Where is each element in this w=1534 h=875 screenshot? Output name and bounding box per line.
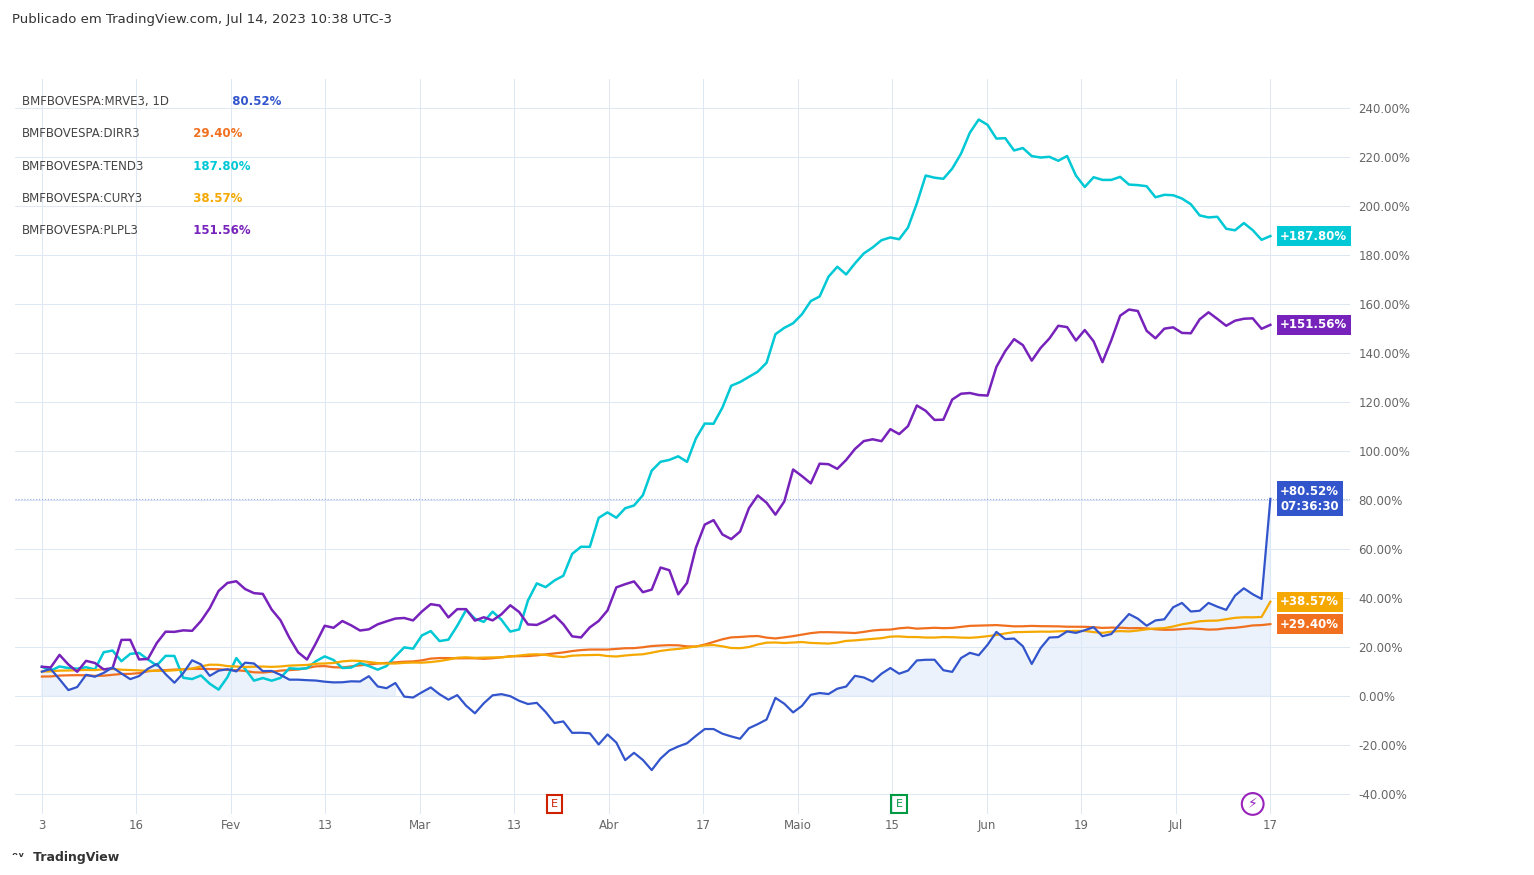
Text: BMFBOVESPA:CURY3: BMFBOVESPA:CURY3 [21,192,143,205]
Text: BMFBOVESPA:PLPL3: BMFBOVESPA:PLPL3 [21,224,140,237]
Text: ⚡: ⚡ [1247,797,1258,811]
Text: BMFBOVESPA:DIRR3: BMFBOVESPA:DIRR3 [21,127,141,140]
Text: +187.80%: +187.80% [1279,229,1347,242]
Text: ᵔᵛ  TradingView: ᵔᵛ TradingView [12,851,120,864]
Text: 38.57%: 38.57% [184,192,242,205]
Text: E: E [896,799,902,809]
Text: BMFBOVESPA:MRVE3, 1D: BMFBOVESPA:MRVE3, 1D [21,94,169,108]
Text: Publicado em TradingView.com, Jul 14, 2023 10:38 UTC-3: Publicado em TradingView.com, Jul 14, 20… [12,13,393,26]
Text: +38.57%: +38.57% [1279,595,1339,608]
Text: +151.56%: +151.56% [1279,318,1347,332]
Text: E: E [551,799,558,809]
Text: 151.56%: 151.56% [184,224,250,237]
Text: BMFBOVESPA:TEND3: BMFBOVESPA:TEND3 [21,159,144,172]
Text: 187.80%: 187.80% [184,159,250,172]
Text: 80.52%: 80.52% [224,94,281,108]
Text: 29.40%: 29.40% [184,127,242,140]
Text: +29.40%: +29.40% [1279,618,1339,631]
Text: +80.52%
07:36:30: +80.52% 07:36:30 [1279,485,1339,513]
